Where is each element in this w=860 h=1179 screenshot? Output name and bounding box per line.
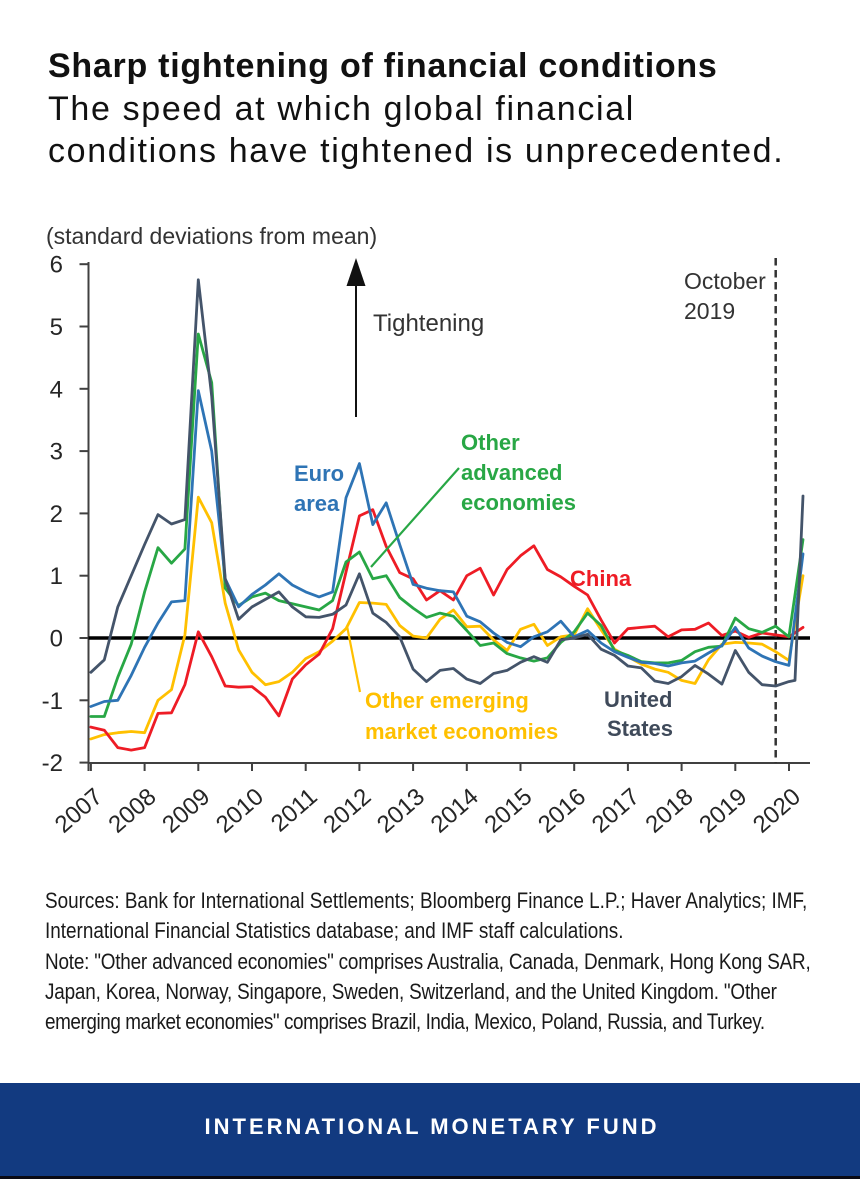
- svg-text:2013: 2013: [372, 783, 430, 838]
- svg-text:6: 6: [50, 252, 63, 279]
- svg-text:0: 0: [50, 626, 63, 653]
- svg-text:October: October: [684, 268, 766, 294]
- svg-text:2011: 2011: [266, 783, 323, 837]
- svg-text:2019: 2019: [694, 783, 752, 838]
- svg-text:2008: 2008: [104, 783, 162, 838]
- svg-text:2: 2: [50, 501, 63, 528]
- svg-text:2015: 2015: [479, 783, 537, 838]
- svg-text:China: China: [570, 566, 632, 591]
- svg-text:United: United: [604, 687, 672, 712]
- svg-text:2012: 2012: [318, 783, 376, 838]
- svg-text:market economies: market economies: [365, 719, 558, 744]
- svg-text:(standard deviations from mean: (standard deviations from mean): [46, 223, 377, 249]
- svg-text:2019: 2019: [684, 298, 735, 324]
- svg-text:2018: 2018: [641, 783, 699, 838]
- svg-text:States: States: [607, 716, 673, 741]
- svg-text:2020: 2020: [748, 783, 806, 838]
- svg-text:2016: 2016: [533, 783, 591, 838]
- svg-text:2014: 2014: [426, 783, 484, 838]
- svg-text:2007: 2007: [50, 783, 108, 838]
- svg-text:-2: -2: [42, 750, 63, 777]
- svg-text:2009: 2009: [157, 783, 215, 838]
- svg-text:-1: -1: [42, 688, 63, 715]
- svg-text:economies: economies: [461, 490, 576, 515]
- svg-text:2017: 2017: [587, 783, 645, 838]
- svg-text:5: 5: [50, 314, 63, 341]
- svg-text:1: 1: [50, 563, 63, 590]
- svg-text:2010: 2010: [211, 783, 269, 838]
- svg-text:advanced: advanced: [461, 460, 563, 485]
- svg-text:Other emerging: Other emerging: [365, 688, 529, 713]
- svg-text:area: area: [294, 491, 340, 516]
- svg-text:4: 4: [50, 376, 63, 403]
- svg-text:Euro: Euro: [294, 461, 344, 486]
- svg-text:3: 3: [50, 439, 63, 466]
- svg-text:Tightening: Tightening: [373, 310, 484, 337]
- svg-text:Other: Other: [461, 430, 520, 455]
